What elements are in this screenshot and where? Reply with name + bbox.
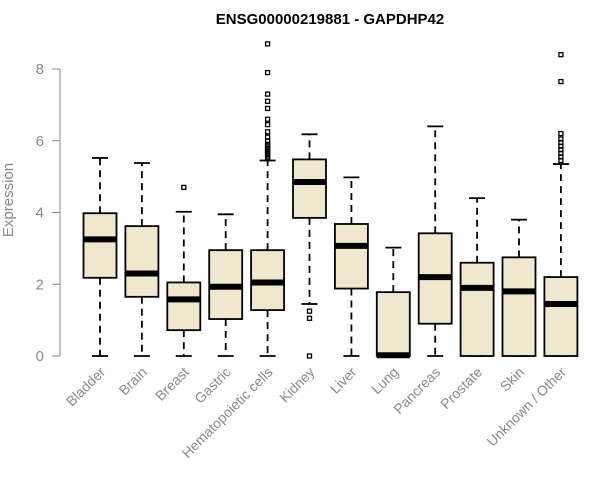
box-pancreas bbox=[417, 125, 453, 357]
outlier-point bbox=[264, 116, 271, 122]
iqr-box bbox=[124, 225, 160, 298]
category-label: Pancreas bbox=[390, 364, 443, 417]
outlier-point bbox=[306, 353, 313, 359]
category-label: Brain bbox=[116, 364, 150, 398]
iqr-box bbox=[166, 281, 202, 332]
iqr-box bbox=[82, 212, 118, 279]
y-axis-ticks: 0 2 4 6 8 bbox=[36, 61, 60, 365]
box-hematopoietic-cells bbox=[250, 41, 286, 357]
outlier-point bbox=[558, 130, 564, 137]
y-tick-label: 8 bbox=[36, 61, 44, 78]
outlier-point bbox=[264, 105, 271, 112]
box-skin bbox=[501, 218, 537, 357]
y-tick-label: 4 bbox=[36, 205, 44, 222]
iqr-box bbox=[292, 158, 327, 219]
box-unknown-other bbox=[543, 52, 579, 357]
box-series bbox=[82, 41, 579, 359]
iqr-box bbox=[543, 276, 579, 357]
y-axis-label: Expression bbox=[0, 163, 17, 237]
chart-title: ENSG00000219881 - GAPDHP42 bbox=[216, 11, 444, 28]
iqr-box bbox=[459, 261, 495, 357]
outlier-point bbox=[264, 69, 271, 76]
iqr-box bbox=[333, 223, 369, 290]
category-label: Unknown / Other bbox=[483, 364, 569, 450]
outlier-point bbox=[264, 91, 271, 97]
category-label: Breast bbox=[152, 364, 192, 404]
y-tick-label: 0 bbox=[36, 348, 44, 365]
category-label: Lung bbox=[368, 364, 401, 397]
outlier-point bbox=[264, 134, 271, 140]
outlier-point bbox=[306, 308, 313, 314]
category-label: Prostate bbox=[437, 364, 485, 412]
iqr-box bbox=[501, 256, 537, 357]
category-label: Liver bbox=[327, 364, 360, 397]
outlier-point bbox=[264, 121, 271, 128]
category-label: Skin bbox=[497, 364, 528, 395]
box-lung bbox=[375, 246, 411, 359]
outlier-point bbox=[306, 315, 313, 321]
outlier-point bbox=[558, 52, 564, 58]
outlier-point bbox=[264, 129, 271, 135]
box-liver bbox=[333, 176, 369, 357]
category-label: Bladder bbox=[63, 364, 109, 410]
category-label: Kidney bbox=[276, 364, 318, 406]
box-breast bbox=[166, 184, 202, 357]
outlier-point bbox=[181, 184, 187, 191]
y-tick-label: 6 bbox=[36, 133, 44, 150]
box-gastric bbox=[208, 213, 244, 357]
iqr-box bbox=[375, 291, 411, 357]
outlier-point bbox=[264, 41, 271, 47]
box-kidney bbox=[292, 133, 327, 359]
outlier-point bbox=[264, 98, 271, 104]
box-brain bbox=[124, 162, 160, 357]
outlier-point bbox=[558, 78, 564, 85]
outlier-point bbox=[558, 136, 564, 142]
box-prostate bbox=[459, 197, 495, 357]
y-tick-label: 2 bbox=[36, 276, 44, 293]
box-bladder bbox=[82, 157, 118, 357]
